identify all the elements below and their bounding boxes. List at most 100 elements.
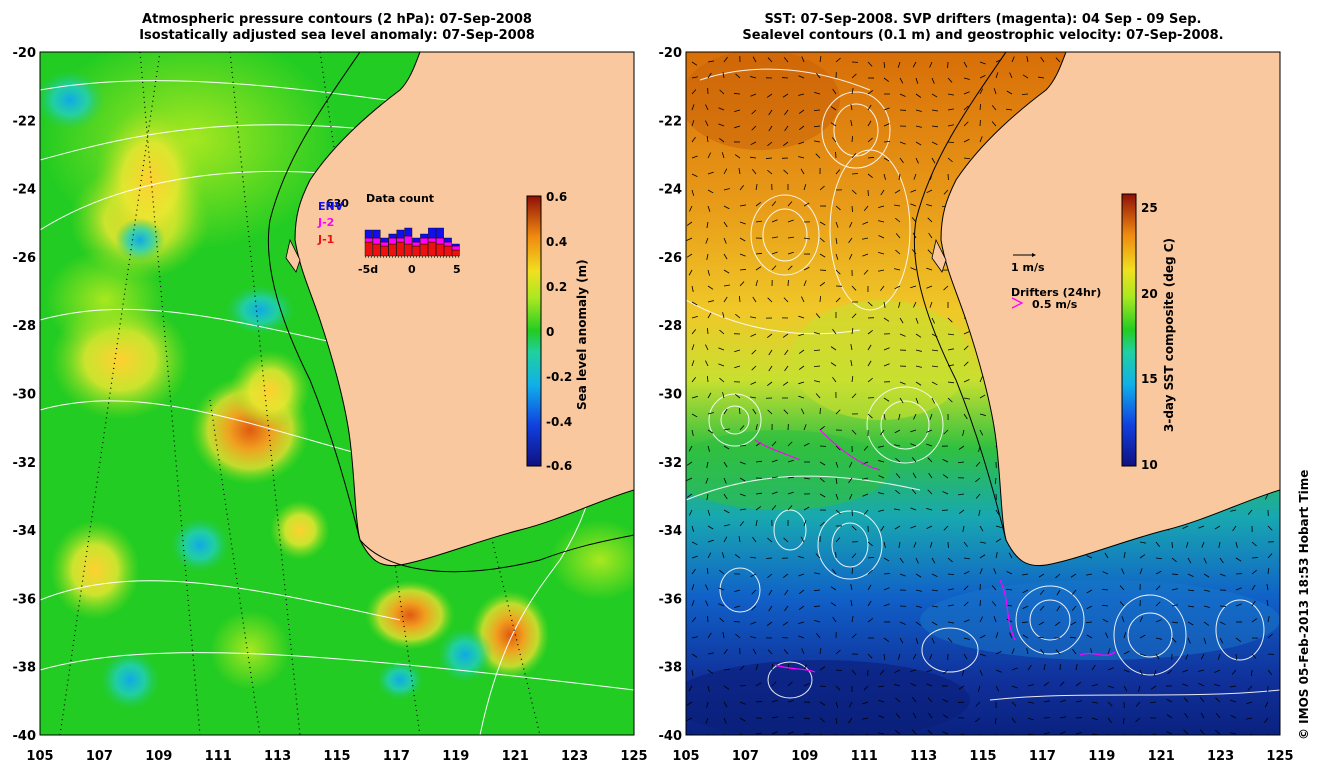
velocity-arrow [1123,669,1130,673]
velocity-arrow [1071,589,1077,595]
velocity-arrow [1119,601,1125,607]
velocity-arrow [1021,93,1029,95]
velocity-arrow [832,616,837,623]
velocity-arrow [851,285,857,291]
x-tick-label: 123 [1207,749,1234,764]
velocity-arrow [1091,664,1096,671]
velocity-arrow [867,569,873,575]
velocity-arrow [784,349,789,356]
velocity-arrow [977,685,981,692]
velocity-arrow [1219,557,1224,564]
velocity-arrow [928,712,933,719]
velocity-arrow [1011,685,1018,689]
velocity-arrow [991,121,997,127]
velocity-arrow [961,669,965,676]
velocity-arrow [835,253,839,260]
velocity-arrow [927,697,933,703]
velocity-arrow [819,282,826,287]
velocity-arrow [926,525,933,529]
velocity-arrow [947,157,953,163]
velocity-arrow [862,717,869,720]
velocity-arrow [1022,573,1029,576]
velocity-arrow [751,365,757,371]
velocity-arrow [750,316,757,319]
velocity-arrow [771,716,778,719]
velocity-arrow [734,554,741,559]
velocity-arrow [863,205,869,211]
velocity-arrow [707,525,714,530]
velocity-arrow [1184,712,1189,719]
velocity-arrow [912,61,917,68]
velocity-arrow [815,153,821,159]
velocity-arrow [979,669,983,676]
velocity-arrow [707,171,714,175]
velocity-arrow [750,333,757,337]
velocity-arrow [947,397,953,403]
velocity-arrow [752,168,757,175]
velocity-arrow [787,441,793,447]
velocity-arrow [734,605,741,609]
velocity-arrow [867,104,872,111]
velocity-arrow [1251,541,1257,547]
velocity-arrow [1217,653,1221,660]
velocity-arrow [1043,664,1046,671]
velocity-arrow [979,525,984,532]
velocity-arrow [723,168,728,175]
velocity-arrow [991,601,997,607]
velocity-arrow [911,489,917,495]
velocity-arrow [850,360,853,367]
velocity-arrow [867,344,872,351]
velocity-arrow [867,360,872,367]
inset-bar-j-2 [380,241,389,247]
velocity-arrow [1267,525,1273,531]
velocity-arrow [1187,637,1191,644]
velocity-arrow [1027,717,1034,721]
velocity-arrow [831,569,837,575]
velocity-arrow [819,237,825,243]
velocity-arrow [735,633,741,639]
velocity-arrow [787,681,793,687]
velocity-arrow [979,429,984,436]
velocity-arrow [995,525,1002,528]
inset-bar-j-2 [443,241,452,247]
velocity-arrow [719,329,725,335]
velocity-arrow [1091,717,1098,721]
velocity-arrow [1251,618,1258,623]
sst-map: 1 m/s Drifters (24hr) 0.5 m/s [686,52,1280,735]
velocity-arrow [814,91,821,95]
velocity-arrow [1055,573,1061,579]
velocity-arrow [798,635,805,639]
velocity-arrow [784,109,789,116]
velocity-arrow [798,315,805,319]
velocity-arrow [835,649,841,655]
inset-bar-j-2 [404,235,413,245]
velocity-arrow [979,653,986,657]
velocity-arrow [1230,685,1237,688]
velocity-arrow [927,217,933,223]
velocity-arrow [1070,621,1077,626]
velocity-arrow [813,589,821,592]
velocity-arrow [803,717,810,720]
velocity-arrow [835,493,839,500]
velocity-arrow [1219,621,1226,625]
velocity-arrow [963,397,970,400]
velocity-arrow [1006,90,1013,95]
velocity-arrow [1026,648,1029,655]
velocity-arrow [803,520,807,527]
velocity-arrow [1056,605,1061,612]
velocity-arrow [1215,713,1221,719]
velocity-arrow [798,141,805,145]
velocity-arrow [1264,493,1269,500]
y-tick-label: -34 [659,524,683,539]
y-tick-label: -38 [13,661,37,676]
x-tick-label: 119 [442,749,469,764]
velocity-arrow [1264,717,1269,724]
velocity-arrow [1203,557,1207,564]
velocity-arrow [1075,700,1082,703]
velocity-arrow [979,568,983,575]
velocity-arrow [751,125,757,131]
y-tick-label: -32 [13,456,37,471]
velocity-arrow [1171,604,1178,607]
velocity-arrow [798,349,805,354]
velocity-arrow [738,536,741,543]
